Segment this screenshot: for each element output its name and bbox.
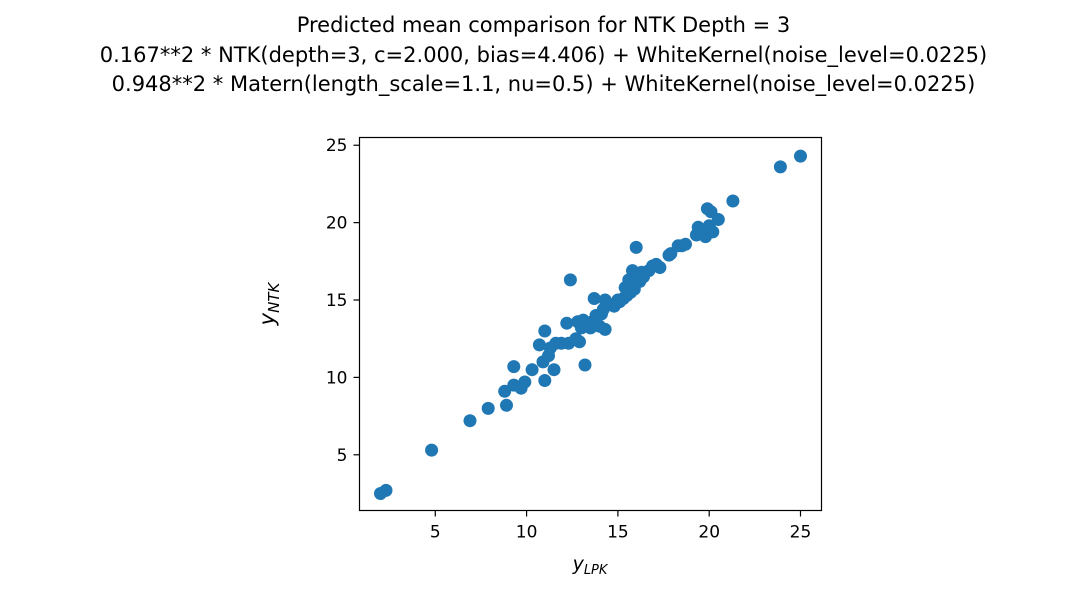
data-point: [518, 375, 532, 389]
data-point: [379, 483, 393, 497]
data-point: [525, 363, 539, 377]
x-axis-ticks: 5 10 15 20 25: [430, 510, 812, 543]
chart-title-line-3: 0.948**2 * Matern(length_scale=1.1, nu=0…: [111, 72, 976, 96]
data-point: [538, 324, 552, 338]
y-tick-label: 10: [326, 368, 348, 388]
data-point: [507, 360, 521, 374]
data-point: [538, 374, 552, 387]
y-tick-label: 5: [337, 446, 348, 466]
plot-frame: [358, 136, 823, 512]
y-axis-label-base: y: [255, 312, 279, 326]
data-point: [587, 292, 601, 305]
x-tick-label: 20: [698, 523, 720, 543]
data-point: [773, 160, 787, 174]
data-point: [563, 273, 577, 287]
y-tick-label: 20: [326, 214, 348, 234]
data-point: [794, 149, 807, 163]
x-tick-label: 5: [430, 523, 441, 543]
data-point: [425, 443, 439, 457]
chart-title-line-1: Predicted mean comparison for NTK Depth …: [296, 13, 791, 37]
y-axis-label: yNTK: [255, 282, 283, 327]
data-point: [481, 401, 495, 415]
y-axis-ticks: 5 10 15 20 25: [326, 136, 360, 466]
data-point: [500, 398, 513, 412]
data-point: [560, 316, 574, 330]
points-layer: [374, 149, 807, 500]
x-tick-label: 25: [790, 523, 812, 543]
x-axis-label-sub: LPK: [584, 563, 609, 578]
data-point: [498, 384, 512, 398]
data-point: [629, 240, 643, 254]
x-tick-label: 10: [516, 523, 538, 543]
data-point: [463, 414, 477, 428]
data-point: [598, 322, 612, 336]
x-axis-label: yLPK: [572, 553, 609, 578]
data-point: [706, 225, 720, 239]
data-point: [573, 335, 586, 349]
data-point: [711, 213, 725, 226]
data-point: [547, 363, 561, 377]
y-tick-label: 25: [326, 136, 348, 156]
y-tick-label: 15: [326, 291, 348, 311]
data-point: [679, 237, 692, 251]
y-axis-label-sub: NTK: [265, 282, 283, 313]
data-point: [726, 194, 740, 208]
x-tick-label: 15: [607, 523, 629, 543]
data-point: [532, 338, 546, 352]
data-point: [653, 261, 667, 274]
x-axis-label-base: y: [572, 553, 585, 575]
chart-title-line-2: 0.167**2 * NTK(depth=3, c=2.000, bias=4.…: [99, 43, 988, 67]
data-point: [578, 358, 592, 372]
